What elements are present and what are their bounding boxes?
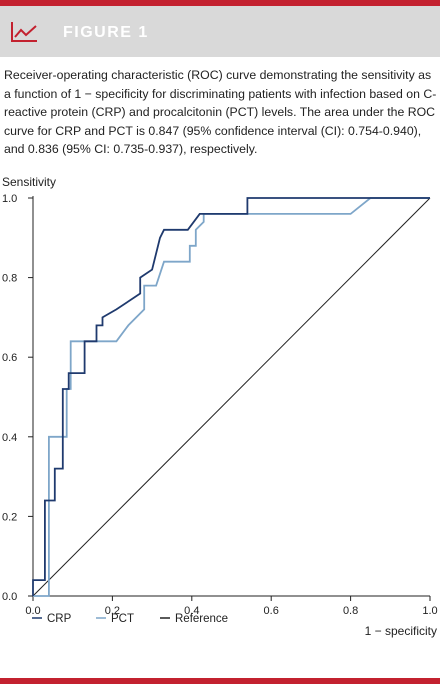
roc-chart: Sensitivity 1 − specificity 0.0 0.2 0.4 0.6… [2, 175, 438, 638]
figure-label: FIGURE 1 [63, 24, 149, 41]
legend: CRP PCT Reference [32, 613, 228, 625]
figure-header: FIGURE 1 [0, 6, 440, 57]
legend-label-pct: PCT [111, 613, 134, 625]
y-tick-label: 0.6 [2, 352, 17, 364]
y-tick-label: 0.2 [2, 511, 17, 523]
y-tick-label: 1.0 [2, 193, 17, 205]
x-tick-label: 1.0 [422, 605, 437, 617]
y-tick-label: 0.8 [2, 273, 17, 285]
x-tick-label: 0.4 [184, 605, 199, 617]
x-tick-label: 0.0 [25, 605, 40, 617]
x-axis-label: 1 − specificity [365, 624, 437, 638]
x-tick-label: 0.8 [343, 605, 358, 617]
x-tick-label: 0.2 [105, 605, 120, 617]
x-tick-label: 0.6 [264, 605, 279, 617]
y-tick-label: 0.4 [2, 432, 17, 444]
series-line-crp [32, 197, 430, 596]
figure-caption: Receiver-operating characteristic (ROC) … [4, 68, 437, 156]
y-tick-label: 0.0 [2, 591, 17, 603]
plot-area [32, 197, 431, 597]
series-line-pct [33, 197, 430, 597]
top-accent-bar [0, 0, 440, 6]
y-axis-label: Sensitivity [2, 175, 56, 189]
bottom-accent-bar [0, 678, 440, 684]
legend-label-reference: Reference [175, 613, 228, 625]
line-chart-icon [11, 22, 37, 42]
legend-label-crp: CRP [47, 613, 72, 625]
axes: 0.0 0.2 0.4 0.6 0.8 1.0 0.0 0.2 0.4 0.6 0.8 1.0 [2, 193, 438, 617]
series-line-reference [32, 197, 431, 597]
